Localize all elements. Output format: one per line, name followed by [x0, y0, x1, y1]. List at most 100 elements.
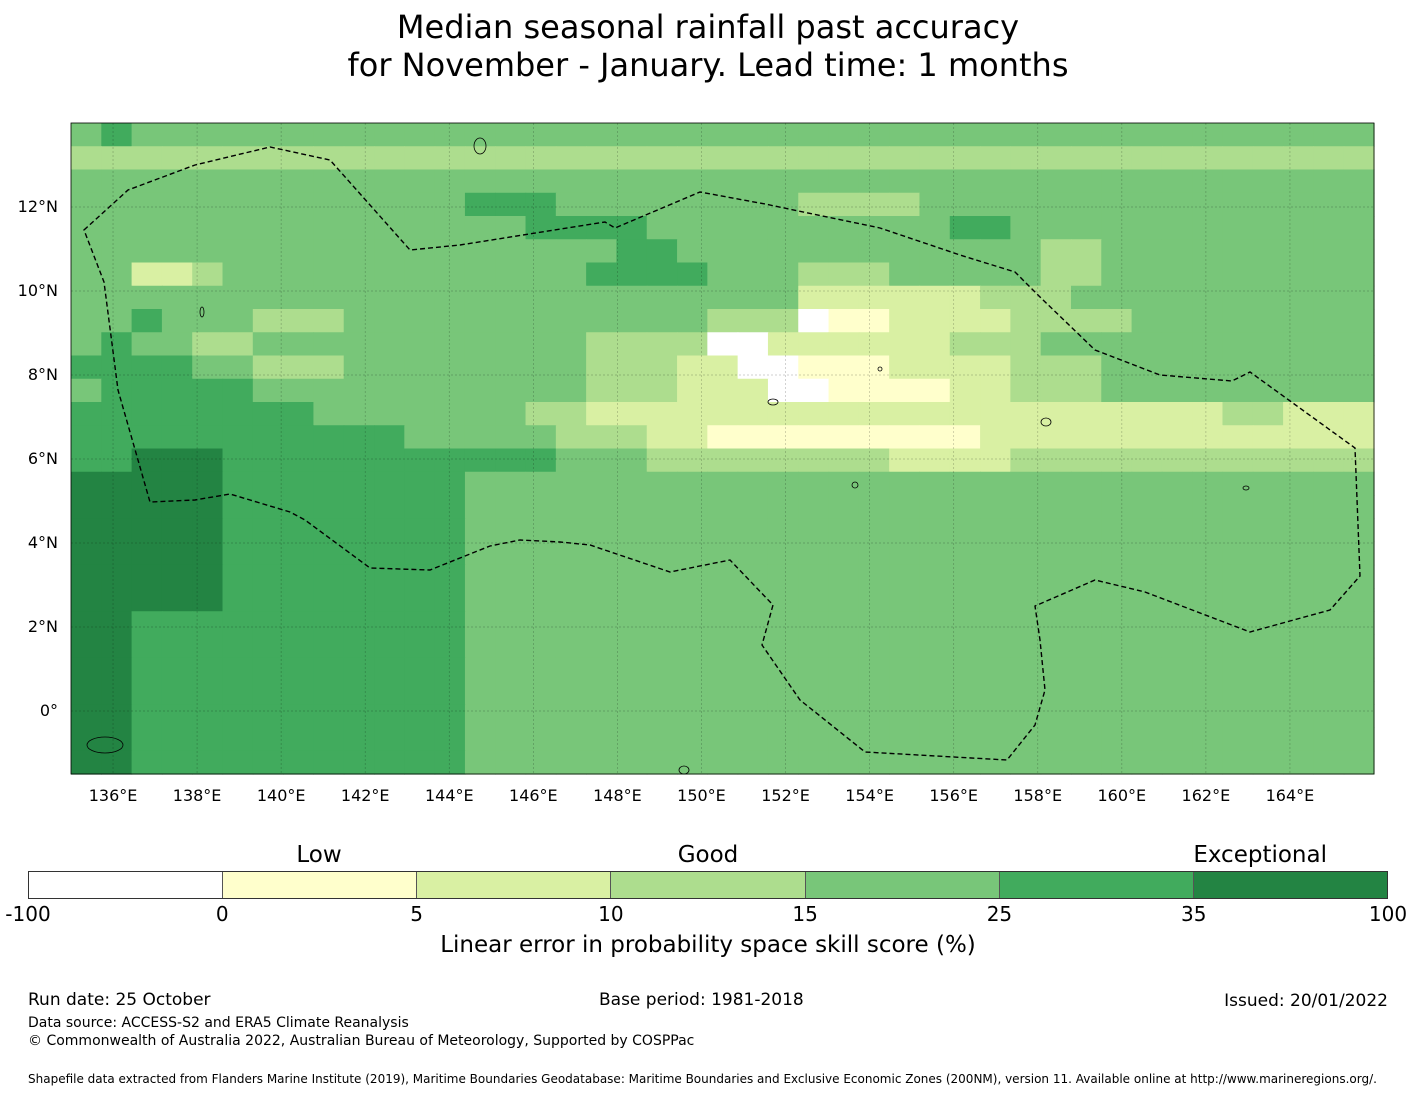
grid-cell	[1161, 309, 1193, 333]
grid-cell	[1070, 448, 1102, 473]
grid-cell	[374, 309, 405, 333]
grid-cell	[252, 657, 284, 682]
grid-cell	[555, 681, 587, 705]
grid-cell	[252, 425, 284, 450]
grid-cell	[707, 611, 739, 636]
grid-cell	[464, 169, 496, 194]
grid-cell	[737, 192, 769, 217]
grid-cell	[313, 216, 345, 240]
grid-cell	[828, 425, 860, 450]
grid-cell	[949, 588, 981, 612]
grid-cell	[919, 471, 951, 496]
grid-cell	[1343, 611, 1375, 636]
grid-cell	[737, 657, 769, 682]
grid-cell	[495, 239, 527, 264]
grid-cell	[798, 123, 830, 147]
grid-cell	[1131, 704, 1163, 729]
grid-cell	[707, 471, 739, 496]
grid-cell	[404, 564, 436, 589]
grid-cell	[101, 425, 133, 450]
grid-cell	[404, 518, 436, 543]
grid-cell	[828, 681, 860, 705]
grid-cell	[1070, 611, 1102, 636]
grid-cell	[646, 448, 678, 473]
grid-cell	[1010, 704, 1042, 729]
grid-cell	[192, 216, 224, 240]
grid-cell	[1131, 169, 1163, 194]
grid-cell	[1070, 541, 1102, 566]
grid-cell	[980, 425, 1011, 450]
grid-cell	[1161, 657, 1193, 682]
grid-cell	[161, 541, 193, 566]
grid-cell	[252, 309, 284, 333]
grid-cell	[71, 727, 102, 752]
grid-cell	[677, 285, 708, 310]
grid-cell	[858, 518, 890, 543]
grid-cell	[1313, 634, 1345, 659]
grid-cell	[1222, 285, 1254, 310]
grid-cell	[858, 239, 890, 264]
grid-cell	[798, 611, 830, 636]
grid-cell	[131, 471, 163, 496]
grid-cell	[252, 588, 284, 612]
grid-cell	[434, 448, 466, 473]
grid-cell	[1101, 216, 1133, 240]
grid-cell	[161, 588, 193, 612]
grid-cell	[1040, 146, 1072, 171]
grid-cell	[1192, 727, 1224, 752]
grid-cell	[283, 564, 315, 589]
grid-cell	[374, 169, 405, 194]
grid-cell	[434, 378, 466, 403]
grid-cell	[677, 169, 708, 194]
grid-cell	[980, 402, 1011, 426]
grid-cell	[252, 123, 284, 147]
grid-cell	[374, 611, 405, 636]
grid-cell	[1101, 518, 1133, 543]
grid-cell	[1101, 262, 1133, 287]
grid-cell	[161, 309, 193, 333]
grid-cell	[858, 262, 890, 287]
grid-cell	[131, 588, 163, 612]
grid-cell	[737, 332, 769, 357]
grid-cell	[798, 681, 830, 705]
grid-cell	[1313, 448, 1345, 473]
grid-cell	[434, 309, 466, 333]
grid-cell	[1070, 750, 1102, 775]
grid-cell	[1313, 262, 1345, 287]
grid-cell	[828, 564, 860, 589]
grid-cell	[161, 192, 193, 217]
grid-cell	[858, 681, 890, 705]
grid-cell	[1161, 169, 1193, 194]
grid-cell	[737, 518, 769, 543]
grid-cell	[283, 657, 315, 682]
grid-cell	[707, 239, 739, 264]
grid-cell	[949, 192, 981, 217]
grid-cell	[767, 262, 799, 287]
grid-cell	[767, 541, 799, 566]
grid-cell	[889, 704, 921, 729]
grid-cell	[737, 681, 769, 705]
grid-cell	[192, 239, 224, 264]
grid-cell	[737, 123, 769, 147]
grid-cell	[464, 262, 496, 287]
grid-cell	[767, 402, 799, 426]
grid-cell	[555, 657, 587, 682]
grid-cell	[1101, 123, 1133, 147]
grid-cell	[343, 448, 375, 473]
colorbar-tick: 35	[1180, 902, 1207, 926]
grid-cell	[1131, 355, 1163, 380]
grid-cell	[1222, 262, 1254, 287]
grid-cell	[1131, 518, 1163, 543]
grid-cell	[798, 146, 830, 171]
grid-cell	[646, 146, 678, 171]
grid-cell	[555, 378, 587, 403]
grid-cell	[555, 588, 587, 612]
grid-cell	[161, 657, 193, 682]
grid-cell	[525, 611, 557, 636]
grid-cell	[1192, 425, 1224, 450]
latitude-tick-label: 0°	[39, 701, 58, 720]
grid-cell	[1040, 169, 1072, 194]
chart-title-line1: Median seasonal rainfall past accuracy	[396, 8, 1020, 46]
grid-cell	[1010, 146, 1042, 171]
grid-cell	[161, 355, 193, 380]
